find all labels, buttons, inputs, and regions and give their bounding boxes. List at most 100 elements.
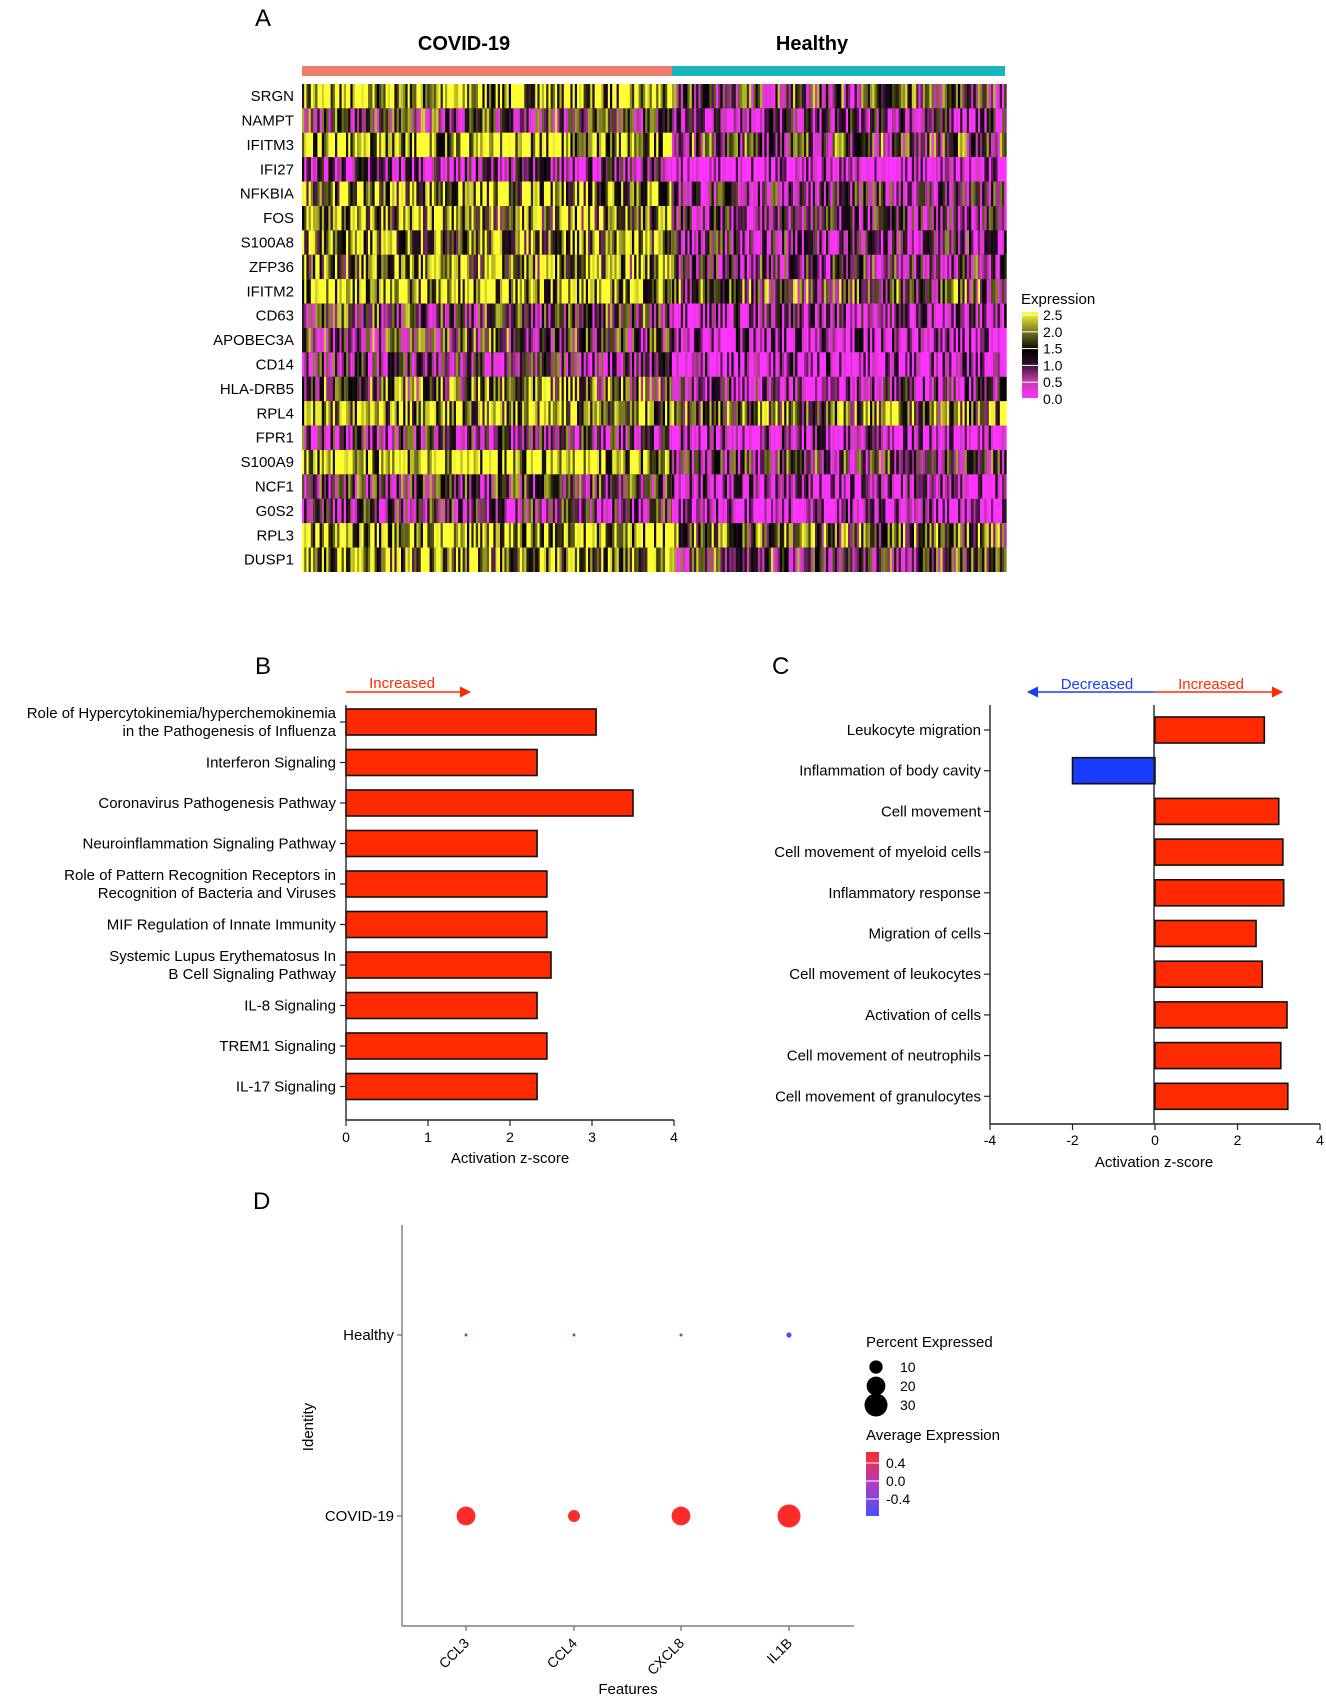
heatmap-cell <box>502 279 505 304</box>
heatmap-cell <box>315 328 318 353</box>
heatmap-cell <box>447 181 450 206</box>
heatmap-cell <box>405 450 408 475</box>
heatmap-cell <box>909 279 913 304</box>
heatmap-cell <box>991 425 994 450</box>
heatmap-cell <box>823 328 827 353</box>
heatmap-cell <box>936 425 939 450</box>
heatmap-cell <box>632 303 635 328</box>
heatmap-cell <box>786 230 789 255</box>
heatmap-cell <box>949 230 952 255</box>
heatmap-cell <box>988 401 992 426</box>
heatmap-cell <box>724 328 728 353</box>
heatmap-cell <box>658 279 661 304</box>
heatmap-cell <box>517 132 521 158</box>
heatmap-cell <box>508 376 512 402</box>
heatmap-cell <box>313 376 316 402</box>
heatmap-cell <box>464 254 468 280</box>
heatmap-cell <box>403 108 406 133</box>
heatmap-cell <box>539 181 543 206</box>
heatmap-cell <box>429 425 433 450</box>
heatmap-cell <box>997 425 1001 450</box>
heatmap-cell <box>339 132 342 158</box>
heatmap-cell <box>552 108 556 133</box>
heatmap-cell <box>779 303 783 328</box>
heatmap-cell <box>738 181 741 206</box>
heatmap-cell <box>640 181 644 206</box>
heatmap-cell <box>905 206 908 231</box>
heatmap-cell <box>797 303 800 328</box>
heatmap-cell <box>572 230 576 255</box>
heatmap-cell <box>348 132 351 158</box>
heatmap-cell <box>581 279 584 304</box>
heatmap-cell <box>773 181 776 206</box>
heatmap-cell <box>539 425 543 450</box>
heatmap-cell <box>313 181 316 206</box>
heatmap-cell <box>903 279 906 304</box>
heatmap-cell <box>357 328 360 353</box>
heatmap-cell <box>460 303 463 328</box>
heatmap-cell <box>335 352 338 377</box>
heatmap-cell <box>823 401 827 426</box>
heatmap-cell <box>676 181 679 206</box>
heatmap-cell <box>927 132 930 158</box>
heatmap-cell <box>592 328 595 353</box>
heatmap-cell <box>878 352 882 377</box>
heatmap-cell <box>775 230 778 255</box>
heatmap-cell <box>387 108 391 133</box>
heatmap-cell <box>951 157 954 182</box>
heatmap-cell <box>766 132 770 158</box>
heatmap-cell <box>746 84 750 109</box>
heatmap-cell <box>900 84 904 109</box>
heatmap-cell <box>337 206 340 231</box>
heatmap-cell <box>764 303 767 328</box>
heatmap-cell <box>916 401 919 426</box>
heatmap-cell <box>914 157 917 182</box>
heatmap-cell <box>936 254 939 280</box>
heatmap-cell <box>460 401 463 426</box>
heatmap-cell <box>383 328 386 353</box>
heatmap-cell <box>660 108 664 133</box>
heatmap-cell <box>570 84 573 109</box>
heatmap-cell <box>656 376 659 402</box>
heatmap-cell <box>735 84 739 109</box>
heatmap-cell <box>812 303 816 328</box>
heatmap-cell <box>434 401 437 426</box>
heatmap-cell <box>931 181 935 206</box>
heatmap-cell <box>502 181 505 206</box>
heatmap-cell <box>918 230 921 255</box>
heatmap-cell <box>812 84 816 109</box>
heatmap-cell <box>727 254 730 280</box>
heatmap-cell <box>788 181 792 206</box>
heatmap-cell <box>801 157 805 182</box>
heatmap-cell <box>687 328 690 353</box>
heatmap-cell <box>793 132 796 158</box>
heatmap-cell <box>337 328 340 353</box>
heatmap-cell <box>621 425 624 450</box>
heatmap-cell <box>903 157 906 182</box>
heatmap-cell <box>396 425 400 450</box>
heatmap-cell <box>808 425 811 450</box>
heatmap-cell <box>519 425 523 450</box>
heatmap-cell <box>478 84 481 109</box>
heatmap-cell <box>467 230 470 255</box>
heatmap-cell <box>907 425 910 450</box>
heatmap-cell <box>764 132 767 158</box>
heatmap-cell <box>618 303 622 328</box>
heatmap-cell <box>755 84 759 109</box>
heatmap-cell <box>856 132 860 158</box>
heatmap-cell <box>779 206 783 231</box>
heatmap-cell <box>907 132 910 158</box>
heatmap-cell <box>716 230 719 255</box>
heatmap-cell <box>460 254 463 280</box>
heatmap-cell <box>471 230 474 255</box>
heatmap-cell <box>649 157 653 182</box>
heatmap-cell <box>694 401 697 426</box>
heatmap-cell <box>440 181 444 206</box>
heatmap-cell <box>672 254 675 280</box>
heatmap-cell <box>898 132 902 158</box>
heatmap-cell <box>786 181 789 206</box>
heatmap-cell <box>427 206 430 231</box>
heatmap-cell <box>623 84 626 109</box>
heatmap-cell <box>694 303 697 328</box>
heatmap-cell <box>401 303 404 328</box>
